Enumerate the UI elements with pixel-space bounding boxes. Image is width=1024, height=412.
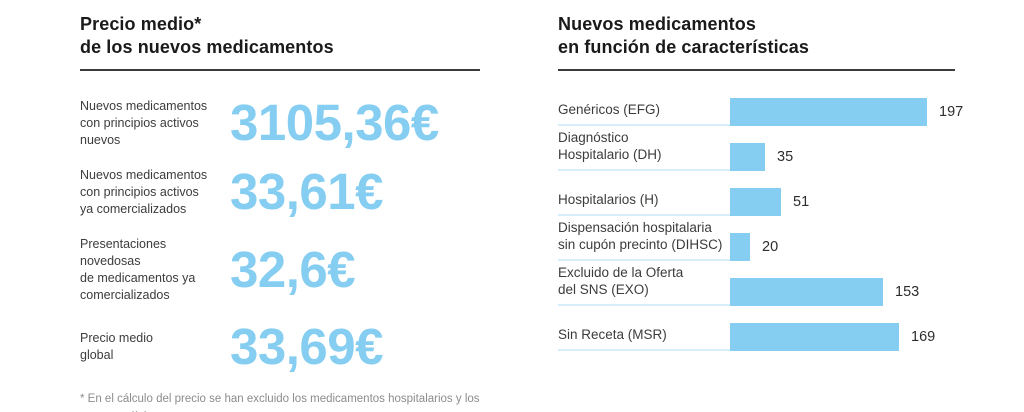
bar-row: Hospitalarios (H) 51 (558, 171, 998, 216)
bar-row-value: 51 (793, 193, 810, 210)
bar (730, 322, 899, 351)
bar-row-value: 20 (762, 238, 779, 255)
price-row-value: 3105,36€ (230, 94, 439, 152)
characteristics-panel: Nuevos medicamentos en función de caract… (558, 13, 998, 351)
price-row-label: Precio medio global (80, 330, 153, 362)
price-row: Nuevos medicamentos con principios activ… (80, 94, 510, 152)
bar-row: Excluido de la Oferta del SNS (EXO) 153 (558, 261, 998, 306)
characteristics-panel-title: Nuevos medicamentos en función de caract… (558, 13, 955, 71)
bar-row-value: 169 (911, 328, 936, 345)
price-footnote: * En el cálculo del precio se han exclui… (80, 392, 480, 412)
bar-row: Diagnóstico Hospitalario (DH) 35 (558, 126, 998, 171)
price-row-value: 33,61€ (230, 163, 384, 221)
bar-wrap: 153 (730, 277, 920, 306)
price-row-label: Nuevos medicamentos con principios activ… (80, 167, 208, 216)
price-row-label: Nuevos medicamentos con principios activ… (80, 98, 208, 147)
bar (730, 232, 750, 261)
price-panel-title: Precio medio* de los nuevos medicamentos (80, 13, 480, 71)
bar-wrap: 35 (730, 142, 794, 171)
bar-chart: Genéricos (EFG) 197 Diagnóstico Hospital… (558, 81, 998, 351)
bar (730, 142, 765, 171)
price-panel: Precio medio* de los nuevos medicamentos… (80, 13, 510, 412)
bar-row: Genéricos (EFG) 197 (558, 81, 998, 126)
bar-row-value: 197 (939, 103, 964, 120)
price-row: Nuevos medicamentos con principios activ… (80, 163, 510, 221)
bar-row-label: Excluido de la Oferta del SNS (EXO) (558, 264, 730, 306)
bar (730, 277, 883, 306)
bar-wrap: 169 (730, 322, 936, 351)
price-row-label: Presentaciones novedosas de medicamentos… (80, 236, 196, 302)
price-row-value: 32,6€ (230, 240, 356, 298)
bar-row: Sin Receta (MSR) 169 (558, 306, 998, 351)
bar-wrap: 197 (730, 97, 964, 126)
price-row: Presentaciones novedosas de medicamentos… (80, 236, 510, 304)
bar-row-value: 35 (777, 148, 794, 165)
bar-wrap: 20 (730, 232, 779, 261)
bar (730, 97, 927, 126)
price-row-value: 33,69€ (230, 317, 384, 375)
price-row: Precio medio global 33,69€ (80, 317, 510, 375)
bar (730, 187, 781, 216)
bar-row: Dispensación hospitalaria sin cupón prec… (558, 216, 998, 261)
bar-row-label: Hospitalarios (H) (558, 191, 730, 216)
bar-row-label: Diagnóstico Hospitalario (DH) (558, 129, 730, 171)
bar-row-label: Sin Receta (MSR) (558, 326, 730, 351)
bar-row-label: Dispensación hospitalaria sin cupón prec… (558, 219, 730, 261)
bar-row-label: Genéricos (EFG) (558, 101, 730, 126)
bar-wrap: 51 (730, 187, 810, 216)
bar-row-value: 153 (895, 283, 920, 300)
price-rows: Nuevos medicamentos con principios activ… (80, 94, 510, 375)
